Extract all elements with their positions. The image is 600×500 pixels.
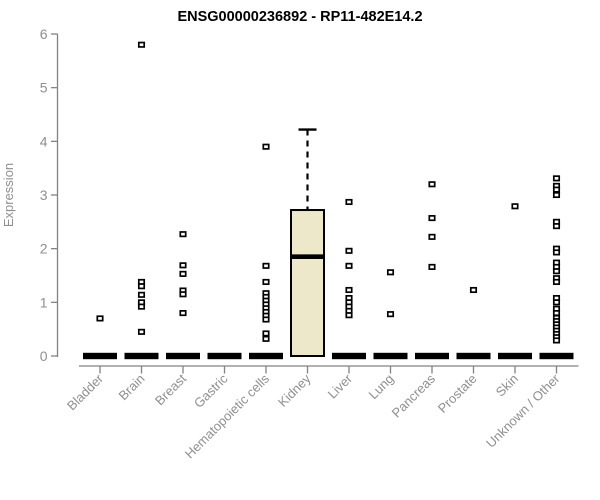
y-tick-label: 5 [40, 80, 48, 96]
outlier-point-breast [179, 231, 187, 238]
outlier-point-pancreas [428, 233, 436, 240]
x-tick-label-lung: Lung [366, 371, 397, 402]
zero-box-hematopoietic-cells [249, 352, 283, 360]
outlier-point-brain [137, 328, 146, 335]
y-tick-label: 6 [40, 26, 48, 42]
outlier-point-hematopoietic-cells [262, 330, 270, 337]
outlier-point-hematopoietic-cells [262, 335, 270, 342]
outlier-point-brain [137, 303, 146, 310]
outlier-point-lung [386, 269, 395, 276]
outlier-point-unknown-other [552, 191, 561, 199]
y-tick-label: 4 [40, 133, 48, 149]
y-axis-title: Expression [1, 163, 16, 227]
y-tick-label: 0 [40, 348, 48, 364]
outlier-point-unknown-other [552, 186, 561, 193]
outlier-point-bladder [96, 315, 104, 322]
zero-box-skin [498, 352, 532, 360]
x-tick-label-liver: Liver [325, 371, 356, 402]
outlier-point-hematopoietic-cells [262, 262, 270, 269]
outlier-point-lung [386, 311, 395, 318]
outlier-point-pancreas [428, 215, 436, 222]
x-tick-label-breast: Breast [152, 371, 189, 408]
outlier-point-pancreas [428, 263, 436, 270]
outlier-point-unknown-other [552, 310, 561, 317]
x-tick-label-kidney: Kidney [275, 371, 314, 410]
outlier-point-unknown-other [552, 249, 561, 256]
outlier-point-breast [179, 262, 187, 269]
x-tick-label-unknown-other: Unknown / Other [483, 371, 563, 451]
outlier-point-hematopoietic-cells [262, 143, 270, 150]
x-tick-label-pancreas: Pancreas [389, 371, 439, 421]
outlier-point-unknown-other [552, 337, 561, 344]
outlier-point-liver [345, 312, 353, 319]
zero-box-gastric [207, 352, 242, 360]
outlier-point-unknown-other [552, 299, 561, 306]
outlier-point-liver [345, 286, 353, 294]
outlier-point-breast [179, 291, 187, 298]
y-tick-label: 1 [40, 294, 48, 310]
zero-box-brain [124, 352, 159, 360]
x-tick-label-gastric: Gastric [191, 371, 231, 411]
y-tick-label: 3 [40, 187, 48, 203]
outlier-point-brain [137, 283, 146, 290]
outlier-point-liver [345, 198, 353, 206]
outlier-point-liver [345, 262, 353, 269]
zero-box-pancreas [415, 352, 449, 360]
outlier-point-prostate [469, 286, 478, 294]
outlier-point-unknown-other [552, 268, 561, 275]
outlier-point-unknown-other [552, 278, 561, 285]
chart-title: ENSG00000236892 - RP11-482E14.2 [177, 9, 423, 25]
outlier-point-unknown-other [552, 223, 561, 230]
zero-box-breast [166, 352, 200, 360]
outlier-point-unknown-other [552, 175, 561, 182]
box-kidney [290, 209, 325, 357]
outlier-point-hematopoietic-cells [262, 316, 270, 323]
x-tick-label-skin: Skin [493, 371, 521, 399]
outlier-point-breast [179, 310, 187, 317]
outlier-point-brain [137, 291, 146, 298]
zero-box-prostate [456, 352, 491, 360]
x-tick-label-bladder: Bladder [64, 371, 107, 414]
outlier-point-brain [137, 41, 146, 48]
outlier-point-pancreas [428, 181, 436, 188]
x-tick-label-prostate: Prostate [435, 371, 480, 416]
zero-box-bladder [83, 352, 117, 360]
zero-box-liver [332, 352, 366, 360]
outlier-point-breast [179, 270, 187, 277]
outlier-point-liver [345, 247, 353, 254]
zero-box-lung [373, 352, 408, 360]
x-tick-label-brain: Brain [116, 371, 148, 403]
outlier-point-hematopoietic-cells [262, 278, 270, 285]
outlier-point-skin [511, 203, 519, 210]
y-tick-label: 2 [40, 241, 48, 257]
zero-box-unknown-other [539, 352, 574, 360]
